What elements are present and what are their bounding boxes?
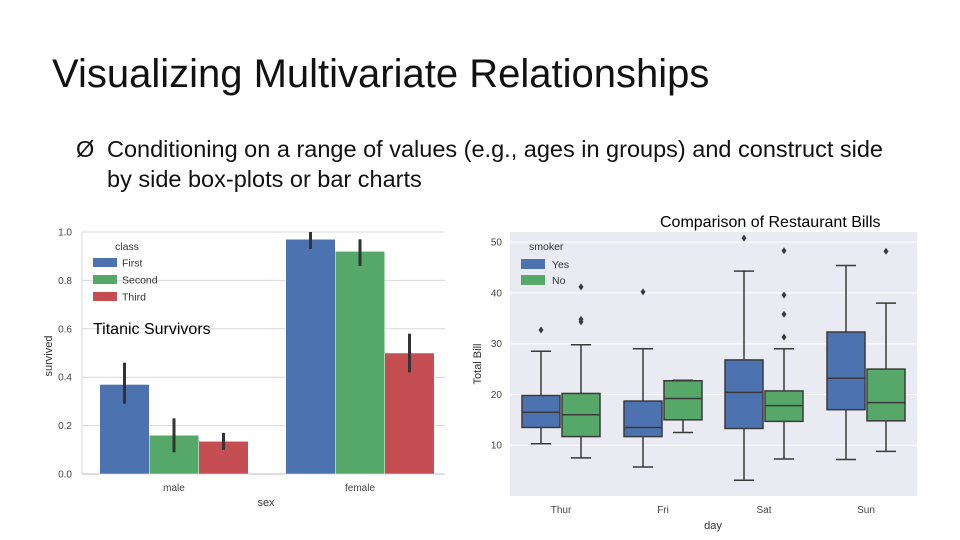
bar-y-tick-label: 0.8: [58, 276, 72, 287]
legend-swatch-yes: [521, 259, 545, 269]
box-yes-thur: [521, 394, 561, 429]
box-x-tick-label: Thur: [551, 505, 572, 516]
box-y-axis-label: Total Bill: [472, 344, 484, 385]
box-yes-sat: [724, 359, 764, 430]
bar-y-tick-label: 0.6: [58, 324, 72, 335]
bar-second-female: [335, 251, 385, 475]
outlier-no-sat: [781, 291, 787, 299]
box-no-fri: [663, 380, 703, 421]
box-legend-title: smoker: [529, 241, 564, 253]
bar-y-axis-label: survived: [43, 336, 55, 377]
box-y-tick-label: 10: [491, 441, 503, 452]
outlier-yes-fri: [640, 288, 646, 296]
outlier-yes-thur: [538, 326, 544, 334]
legend-swatch-first: [93, 258, 117, 267]
box-yes-sun: [826, 331, 866, 411]
legend-label-third: Third: [122, 292, 146, 304]
bar-y-tick-label: 0.0: [58, 470, 72, 481]
bar-y-tick-label: 0.4: [58, 373, 72, 384]
bar-first-female: [285, 239, 336, 475]
bar-x-tick-label: male: [163, 483, 185, 494]
bar-y-tick-label: 0.2: [58, 421, 72, 432]
legend-label-yes: Yes: [552, 259, 569, 271]
box-y-tick-label: 40: [491, 288, 503, 299]
outlier-no-sat: [781, 310, 787, 318]
legend-swatch-third: [93, 292, 117, 301]
box-y-tick-label: 30: [491, 339, 503, 350]
box-x-tick-label: Sat: [756, 505, 771, 516]
bar-y-tick-label: 1.0: [58, 228, 72, 239]
box-no-sun: [866, 368, 906, 422]
bullet-point: Ø Conditioning on a range of values (e.g…: [76, 134, 896, 194]
legend-swatch-no: [521, 275, 545, 285]
legend-label-second: Second: [122, 275, 158, 287]
titanic-caption: Titanic Survivors: [93, 321, 211, 338]
bar-legend-title: class: [115, 241, 139, 253]
legend-swatch-second: [93, 275, 117, 284]
box-x-tick-label: Sun: [857, 505, 875, 516]
bullet-arrow-icon: Ø: [76, 136, 95, 162]
outlier-no-sat: [781, 333, 787, 341]
box-y-tick-label: 20: [491, 390, 503, 401]
slide-title: Visualizing Multivariate Relationships: [52, 52, 710, 96]
outlier-yes-sat: [741, 234, 747, 242]
legend-label-no: No: [552, 275, 566, 287]
box-x-axis-label: day: [704, 520, 722, 532]
outlier-no-thur: [578, 283, 584, 291]
bar-x-axis-label: sex: [257, 497, 275, 509]
outlier-no-sun: [883, 247, 889, 255]
legend-label-first: First: [122, 258, 142, 270]
restaurant-caption: Comparison of Restaurant Bills: [660, 214, 881, 231]
outlier-no-sat: [781, 247, 787, 255]
box-x-tick-label: Fri: [657, 505, 669, 516]
box-yes-fri: [623, 400, 663, 438]
bar-third-female: [384, 352, 435, 475]
outlier-no-thur: [578, 318, 584, 326]
bar-x-tick-label: female: [345, 483, 375, 494]
bullet-text: Conditioning on a range of values (e.g.,…: [107, 136, 883, 192]
box-y-tick-label: 50: [491, 238, 503, 249]
